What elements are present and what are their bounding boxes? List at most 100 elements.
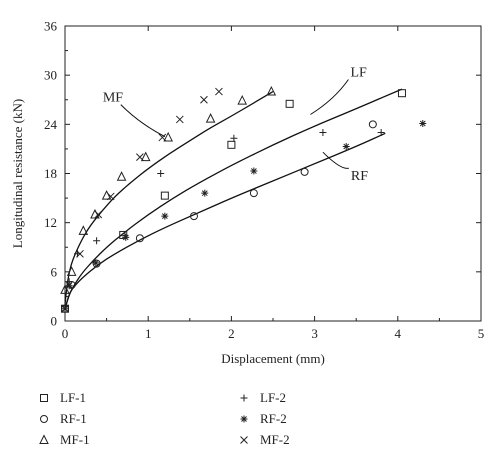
point-rf-1 — [368, 120, 377, 129]
x-tick-label: 5 — [478, 326, 485, 341]
point-lf-2 — [157, 170, 165, 177]
x-tick-label: 3 — [311, 326, 318, 341]
point-mf-1 — [66, 266, 77, 276]
x-tick-label: 1 — [145, 326, 152, 341]
series-rf-1 — [61, 120, 377, 313]
y-axis-title: Longitudinal resistance (kN) — [10, 99, 25, 248]
point-rf-2 — [201, 189, 209, 197]
point-mf-1 — [101, 190, 112, 200]
point-mf-1 — [205, 112, 216, 123]
point-mf-2 — [175, 115, 184, 124]
point-rf-2 — [92, 259, 100, 267]
y-tick-label: 24 — [44, 117, 58, 132]
point-mf-1 — [266, 85, 277, 96]
point-lf-1 — [397, 89, 406, 98]
data-markers — [60, 85, 427, 313]
legend-marker-rf-2 — [240, 415, 248, 423]
point-rf-2 — [122, 233, 130, 241]
y-tick-label: 6 — [51, 264, 58, 279]
point-mf-1 — [163, 131, 173, 142]
point-lf-2 — [319, 129, 327, 137]
legend-label: LF-1 — [60, 390, 86, 405]
y-tick-label: 12 — [44, 215, 57, 230]
point-rf-1 — [300, 167, 309, 176]
point-mf-1 — [116, 171, 127, 181]
point-mf-2 — [158, 133, 167, 142]
y-tick-label: 36 — [44, 19, 58, 34]
legend-marker-lf-2 — [240, 394, 248, 402]
point-lf-1 — [285, 99, 294, 108]
series-mf-2 — [61, 87, 223, 313]
legend-item-rf-1: RF-1 — [40, 411, 87, 426]
series-lf-2 — [61, 129, 385, 310]
x-tick-label: 2 — [228, 326, 235, 341]
point-lf-1 — [227, 140, 236, 149]
point-mf-2 — [106, 192, 115, 201]
leader-line-rf — [322, 151, 350, 169]
series-rf-2 — [61, 120, 427, 313]
point-mf-1 — [237, 94, 248, 105]
legend-marker-mf-2 — [240, 436, 248, 444]
legend: LF-1 RF-1 MF-1 LF-2 RF-2 MF-2 — [39, 390, 290, 447]
point-rf-1 — [92, 259, 101, 268]
legend-label: MF-2 — [260, 432, 290, 447]
point-rf-2 — [250, 167, 258, 175]
legend-label: LF-2 — [260, 390, 286, 405]
legend-marker-rf-1 — [40, 415, 48, 423]
point-mf-2 — [76, 249, 84, 258]
fit-curve-lf — [64, 88, 403, 309]
point-rf-2 — [161, 212, 169, 220]
point-rf-1 — [135, 234, 144, 243]
legend-item-rf-2: RF-2 — [240, 411, 287, 426]
point-rf-1 — [189, 212, 198, 221]
curve-label-lf: LF — [350, 66, 367, 81]
y-tick-label: 30 — [44, 68, 57, 83]
point-rf-2 — [342, 142, 350, 150]
x-tick-label: 4 — [395, 326, 402, 341]
point-lf-2 — [377, 129, 385, 137]
legend-label: RF-1 — [60, 411, 87, 426]
point-lf-2 — [230, 134, 238, 142]
point-mf-2 — [136, 153, 144, 161]
curve-labels: MF LF RF — [103, 66, 368, 185]
point-mf-2 — [94, 210, 103, 219]
fit-curve-rf — [64, 132, 386, 309]
plot-frame — [64, 25, 482, 322]
legend-item-mf-1: MF-1 — [39, 432, 90, 447]
leader-line-lf — [310, 79, 349, 115]
series-mf-1 — [60, 85, 277, 294]
point-mf-1 — [140, 151, 151, 162]
legend-label: MF-1 — [60, 432, 90, 447]
y-tick-label: 18 — [44, 166, 57, 181]
curve-label-mf: MF — [103, 91, 123, 106]
legend-item-lf-1: LF-1 — [40, 390, 86, 405]
point-mf-2 — [61, 304, 69, 313]
point-lf-1 — [160, 191, 169, 200]
point-mf-1 — [78, 225, 89, 235]
x-axis-title: Displacement (mm) — [221, 351, 325, 366]
point-lf-1 — [119, 230, 128, 239]
fit-curves — [64, 88, 403, 309]
point-mf-2 — [215, 87, 223, 96]
legend-item-mf-2: MF-2 — [240, 432, 290, 447]
legend-marker-lf-1 — [40, 394, 48, 402]
x-tick-label: 0 — [62, 326, 69, 341]
point-lf-2 — [93, 237, 101, 245]
legend-item-lf-2: LF-2 — [240, 390, 286, 405]
point-mf-2 — [65, 281, 74, 289]
y-tick-label: 0 — [51, 314, 58, 329]
fit-curve-mf — [64, 91, 274, 305]
point-mf-1 — [60, 284, 70, 294]
leader-line-mf — [120, 104, 166, 138]
point-rf-2 — [65, 282, 73, 290]
point-mf-2 — [200, 95, 208, 104]
series-lf-1 — [61, 89, 406, 313]
point-rf-2 — [419, 120, 427, 128]
legend-marker-mf-1 — [39, 434, 49, 444]
legend-label: RF-2 — [260, 411, 287, 426]
curve-label-rf: RF — [351, 169, 368, 184]
point-rf-1 — [249, 189, 258, 198]
